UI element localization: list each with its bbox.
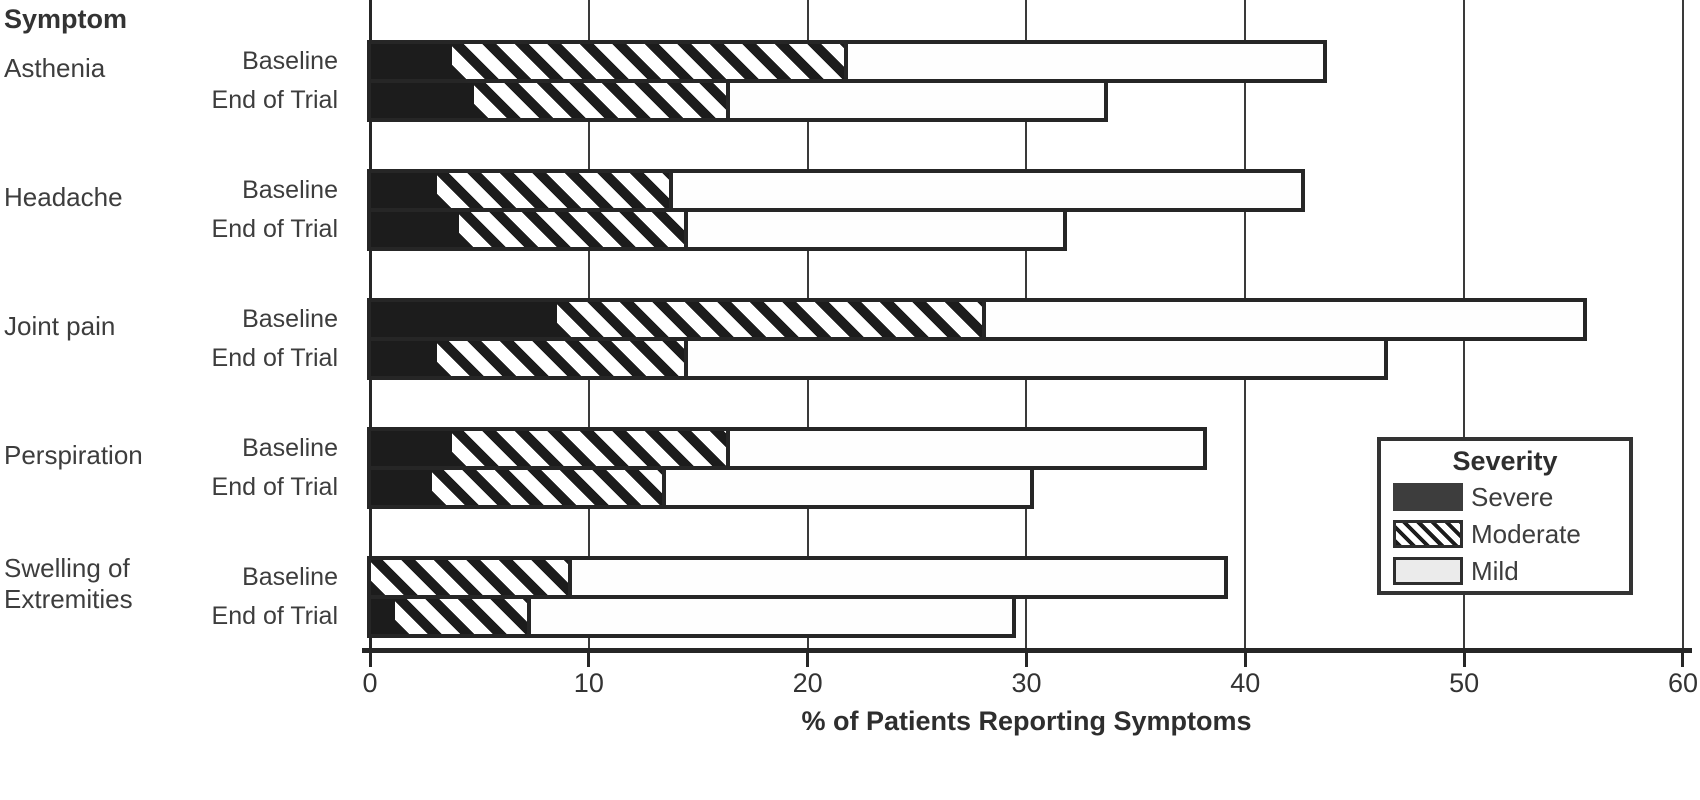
legend-item-mild: Mild [1393, 554, 1629, 588]
segment-moderate [432, 470, 667, 505]
bar-asthenia-baseline [367, 40, 1327, 83]
segment-mild [530, 599, 1013, 634]
bar-swelling-of-extremities-baseline [367, 556, 1229, 599]
symptom-label-perspiration: Perspiration [4, 439, 143, 470]
segment-moderate [473, 83, 730, 118]
row-label-joint-pain-end-of-trial: End of Trial [211, 344, 338, 372]
legend-item-severe: Severe [1393, 480, 1629, 514]
row-label-joint-pain-baseline: Baseline [242, 305, 338, 333]
segment-moderate [436, 341, 689, 376]
x-tick-60 [1681, 652, 1685, 667]
segment-severe [371, 83, 474, 118]
gridline-60 [1681, 0, 1684, 648]
segment-moderate [451, 431, 730, 466]
x-tick-50 [1462, 652, 1466, 667]
row-label-asthenia-end-of-trial: End of Trial [211, 86, 338, 114]
segment-severe [371, 470, 433, 505]
segment-mild [729, 431, 1203, 466]
bar-joint-pain-baseline [367, 298, 1588, 341]
row-label-swelling-of-extremities-end-of-trial: End of Trial [211, 602, 338, 630]
symptom-column-header: Symptom [4, 4, 128, 34]
legend-title: Severity [1452, 446, 1558, 476]
segment-moderate [451, 44, 849, 79]
segment-mild [572, 560, 1225, 595]
symptom-label-headache: Headache [4, 181, 123, 212]
x-axis-line [362, 648, 1692, 653]
segment-severe [371, 599, 396, 634]
legend-item-moderate: Moderate [1393, 517, 1629, 551]
bar-perspiration-end-of-trial [367, 466, 1034, 509]
bar-asthenia-end-of-trial [367, 79, 1109, 122]
legend-label-mild: Mild [1471, 555, 1519, 586]
segment-severe [371, 44, 452, 79]
symptom-label-asthenia: Asthenia [4, 52, 106, 83]
legend-label-severe: Severe [1471, 481, 1554, 512]
segment-moderate [371, 560, 573, 595]
row-label-asthenia-baseline: Baseline [242, 47, 338, 75]
segment-severe [371, 341, 437, 376]
segment-severe [371, 431, 452, 466]
mild-swatch-icon [1393, 557, 1463, 585]
segment-mild [666, 470, 1030, 505]
bar-headache-end-of-trial [367, 208, 1067, 251]
bar-perspiration-baseline [367, 427, 1207, 470]
x-tick-label-40: 40 [1230, 668, 1261, 698]
x-tick-label-20: 20 [792, 668, 823, 698]
x-tick-0 [368, 652, 372, 667]
segment-moderate [557, 302, 986, 337]
row-label-perspiration-baseline: Baseline [242, 434, 338, 462]
bar-headache-baseline [367, 169, 1306, 212]
x-tick-label-30: 30 [1011, 668, 1042, 698]
x-tick-label-10: 10 [573, 668, 604, 698]
segment-mild [688, 341, 1385, 376]
segment-moderate [458, 212, 689, 247]
severe-swatch-icon [1393, 483, 1463, 511]
x-tick-30 [1024, 652, 1028, 667]
x-axis-title: % of Patients Reporting Symptoms [801, 706, 1252, 736]
bar-joint-pain-end-of-trial [367, 337, 1389, 380]
x-tick-label-60: 60 [1667, 668, 1698, 698]
row-label-headache-end-of-trial: End of Trial [211, 215, 338, 243]
moderate-swatch-icon [1393, 520, 1463, 548]
x-tick-40 [1243, 652, 1247, 667]
segment-mild [729, 83, 1105, 118]
legend: Severity Severe Moderate Mild [1377, 437, 1633, 595]
x-tick-label-0: 0 [362, 668, 378, 698]
segment-mild [672, 173, 1302, 208]
symptom-label-swelling-of-extremities: Swelling of Extremities [4, 553, 133, 614]
segment-moderate [395, 599, 531, 634]
segment-mild [985, 302, 1584, 337]
row-label-perspiration-end-of-trial: End of Trial [211, 473, 338, 501]
segment-severe [371, 302, 557, 337]
segment-moderate [436, 173, 673, 208]
symptom-label-joint-pain: Joint pain [4, 310, 116, 341]
x-tick-10 [587, 652, 591, 667]
segment-severe [371, 212, 459, 247]
legend-label-moderate: Moderate [1471, 518, 1581, 549]
x-tick-20 [806, 652, 810, 667]
segment-mild [688, 212, 1063, 247]
segment-mild [848, 44, 1323, 79]
bar-swelling-of-extremities-end-of-trial [367, 595, 1017, 638]
segment-severe [371, 173, 437, 208]
row-label-swelling-of-extremities-baseline: Baseline [242, 563, 338, 591]
row-label-headache-baseline: Baseline [242, 176, 338, 204]
x-tick-label-50: 50 [1449, 668, 1480, 698]
